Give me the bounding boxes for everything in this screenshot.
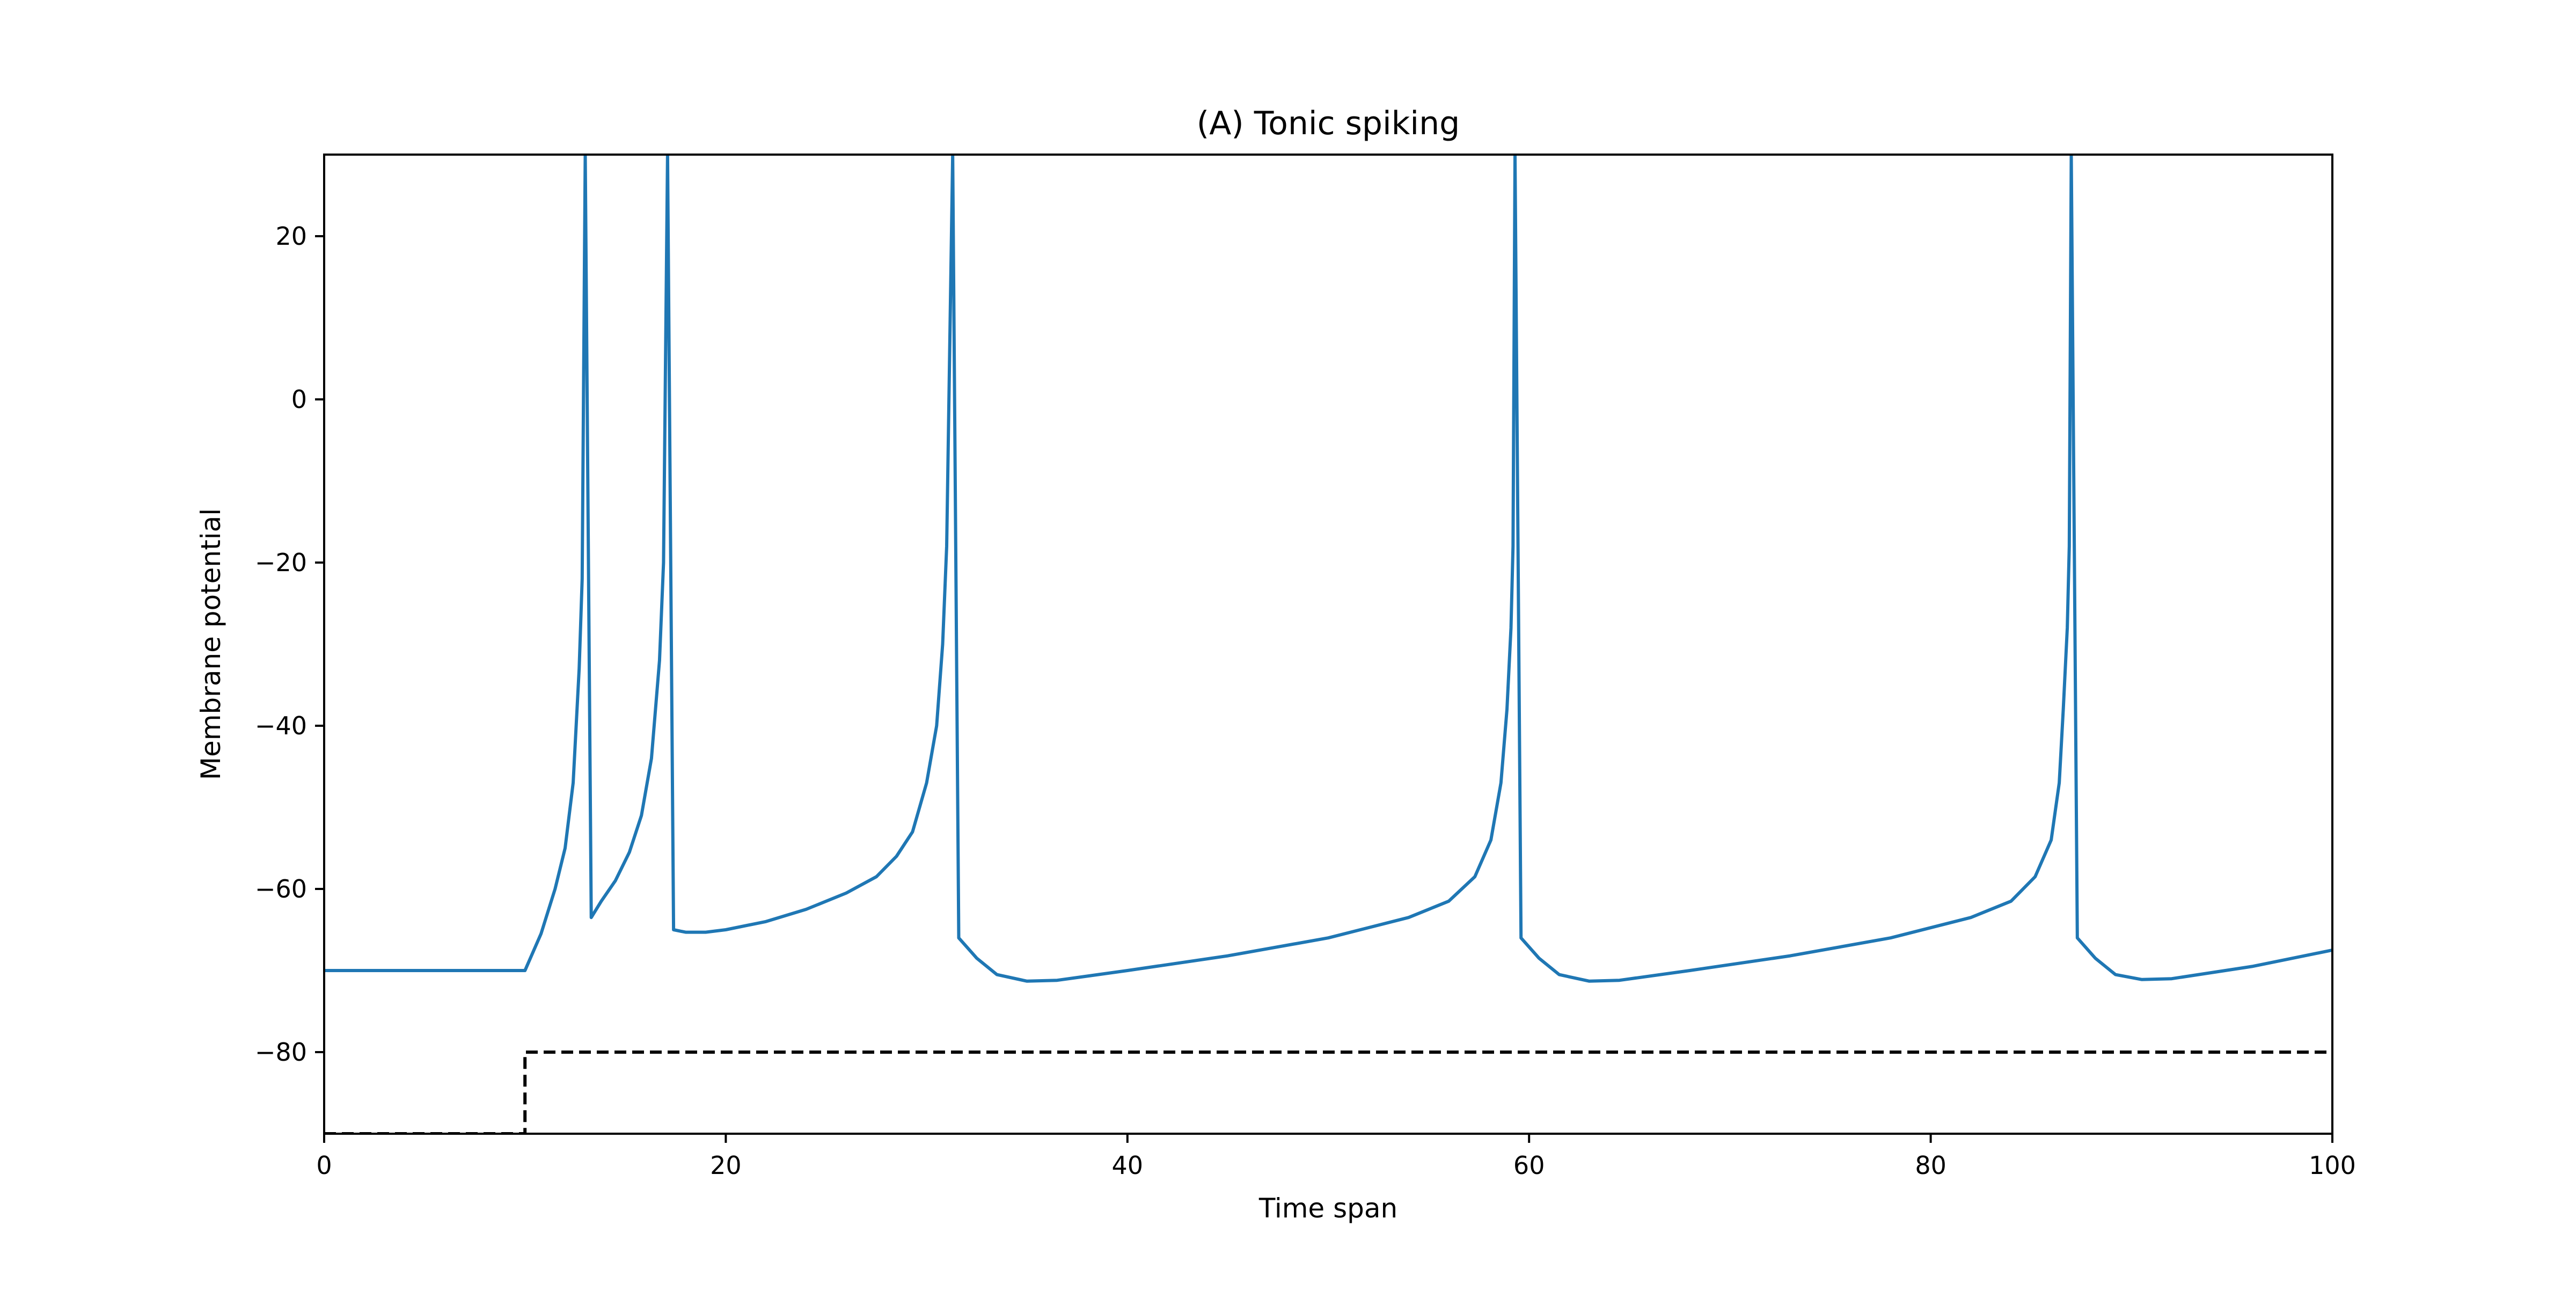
x-tick-label: 60 (1513, 1151, 1545, 1180)
y-tick-label: −40 (255, 711, 307, 740)
y-tick-label: −80 (255, 1038, 307, 1067)
x-tick-label: 0 (316, 1151, 332, 1180)
x-axis-title: Time span (1258, 1193, 1397, 1224)
plot-area: 0 20 40 60 80 100 −80 −60 −40 −20 0 20 (255, 154, 2356, 1180)
input-current-line (324, 1051, 2332, 1134)
y-tick-label: 0 (291, 385, 307, 414)
chart-title: (A) Tonic spiking (1197, 105, 1460, 142)
x-tick-label: 80 (1915, 1151, 1946, 1180)
y-tick-label: 20 (275, 222, 307, 251)
x-tick-label: 100 (2309, 1151, 2356, 1180)
membrane-potential-line (324, 155, 2332, 983)
y-axis-title: Membrane potential (195, 508, 226, 780)
axes-frame (323, 154, 2333, 1135)
y-tick-label: −60 (255, 874, 307, 903)
y-tick-label: −20 (255, 548, 307, 577)
x-tick-label: 20 (710, 1151, 742, 1180)
x-tick-label: 40 (1112, 1151, 1144, 1180)
